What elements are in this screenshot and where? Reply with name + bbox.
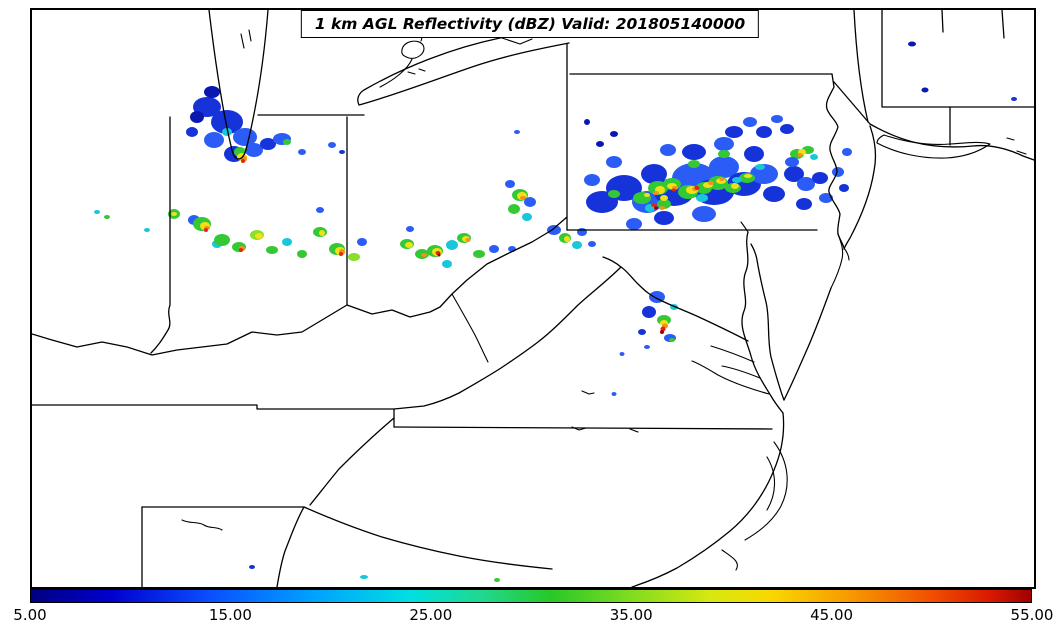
- long-island-outline: [876, 134, 991, 159]
- kentucky-tennessee-border: [32, 404, 395, 428]
- cape-islands: [1006, 137, 1027, 155]
- rappahannock-river: [710, 345, 755, 363]
- state-boundary-lines: [32, 10, 1034, 587]
- colorbar-tick-label: 5.00: [13, 606, 47, 624]
- virginia-northcarolina-border: [393, 426, 773, 430]
- map-canvas: [32, 10, 1034, 587]
- plot-title: 1 km AGL Reflectivity (dBZ) Valid: 20180…: [300, 10, 760, 38]
- colorbar-tick-label: 45.00: [810, 606, 854, 624]
- bigsandy-river: [451, 293, 489, 363]
- savannah-river: [276, 506, 305, 587]
- northcarolina-southcarolina-border: [303, 506, 553, 570]
- james-river: [691, 360, 770, 395]
- lake-erie-islands: [407, 37, 533, 75]
- delaware-river: [825, 73, 845, 249]
- colorbar-tick-label: 55.00: [1010, 606, 1054, 624]
- illinois-indiana-border: [150, 116, 171, 354]
- delaware-bay: [830, 233, 850, 289]
- colorbar-tick-label: 25.00: [409, 606, 453, 624]
- colorbar-ticks: 5.00 15.00 25.00 35.00 45.00 55.00: [13, 606, 1053, 628]
- ohio-river: [32, 216, 568, 356]
- westvirginia-virginia-border: [393, 266, 622, 410]
- map-plot-area: [30, 8, 1036, 589]
- potomac-river: [602, 256, 749, 342]
- newjersey-coastline: [843, 125, 877, 250]
- delmarva-atlantic-coast: [783, 287, 832, 401]
- outer-banks: [744, 441, 788, 541]
- radar-echo-layer: [94, 41, 1017, 582]
- pamlico-sound: [721, 456, 776, 571]
- hudson-river: [853, 10, 869, 123]
- connecticut-coastline: [869, 123, 1034, 161]
- tennessee-northcarolina-border: [309, 417, 395, 506]
- chesapeake-bay-west-shore: [741, 231, 784, 414]
- newyork-newjersey-border: [833, 81, 871, 125]
- mountain-river-squiggle: [181, 519, 223, 531]
- border-lakes: [571, 390, 639, 433]
- chesapeake-bay-east-shore: [750, 243, 785, 401]
- colorbar-tick-label: 15.00: [208, 606, 252, 624]
- susquehanna-river: [740, 221, 749, 233]
- new-england-borders: [881, 10, 1034, 146]
- lake-michigan-islands: [240, 29, 252, 49]
- york-river: [721, 365, 761, 379]
- colorbar-tick-label: 35.00: [609, 606, 653, 624]
- colorbar: [30, 589, 1032, 603]
- atlantic-coastline-south: [631, 412, 785, 587]
- lake-michigan-outline: [208, 10, 269, 160]
